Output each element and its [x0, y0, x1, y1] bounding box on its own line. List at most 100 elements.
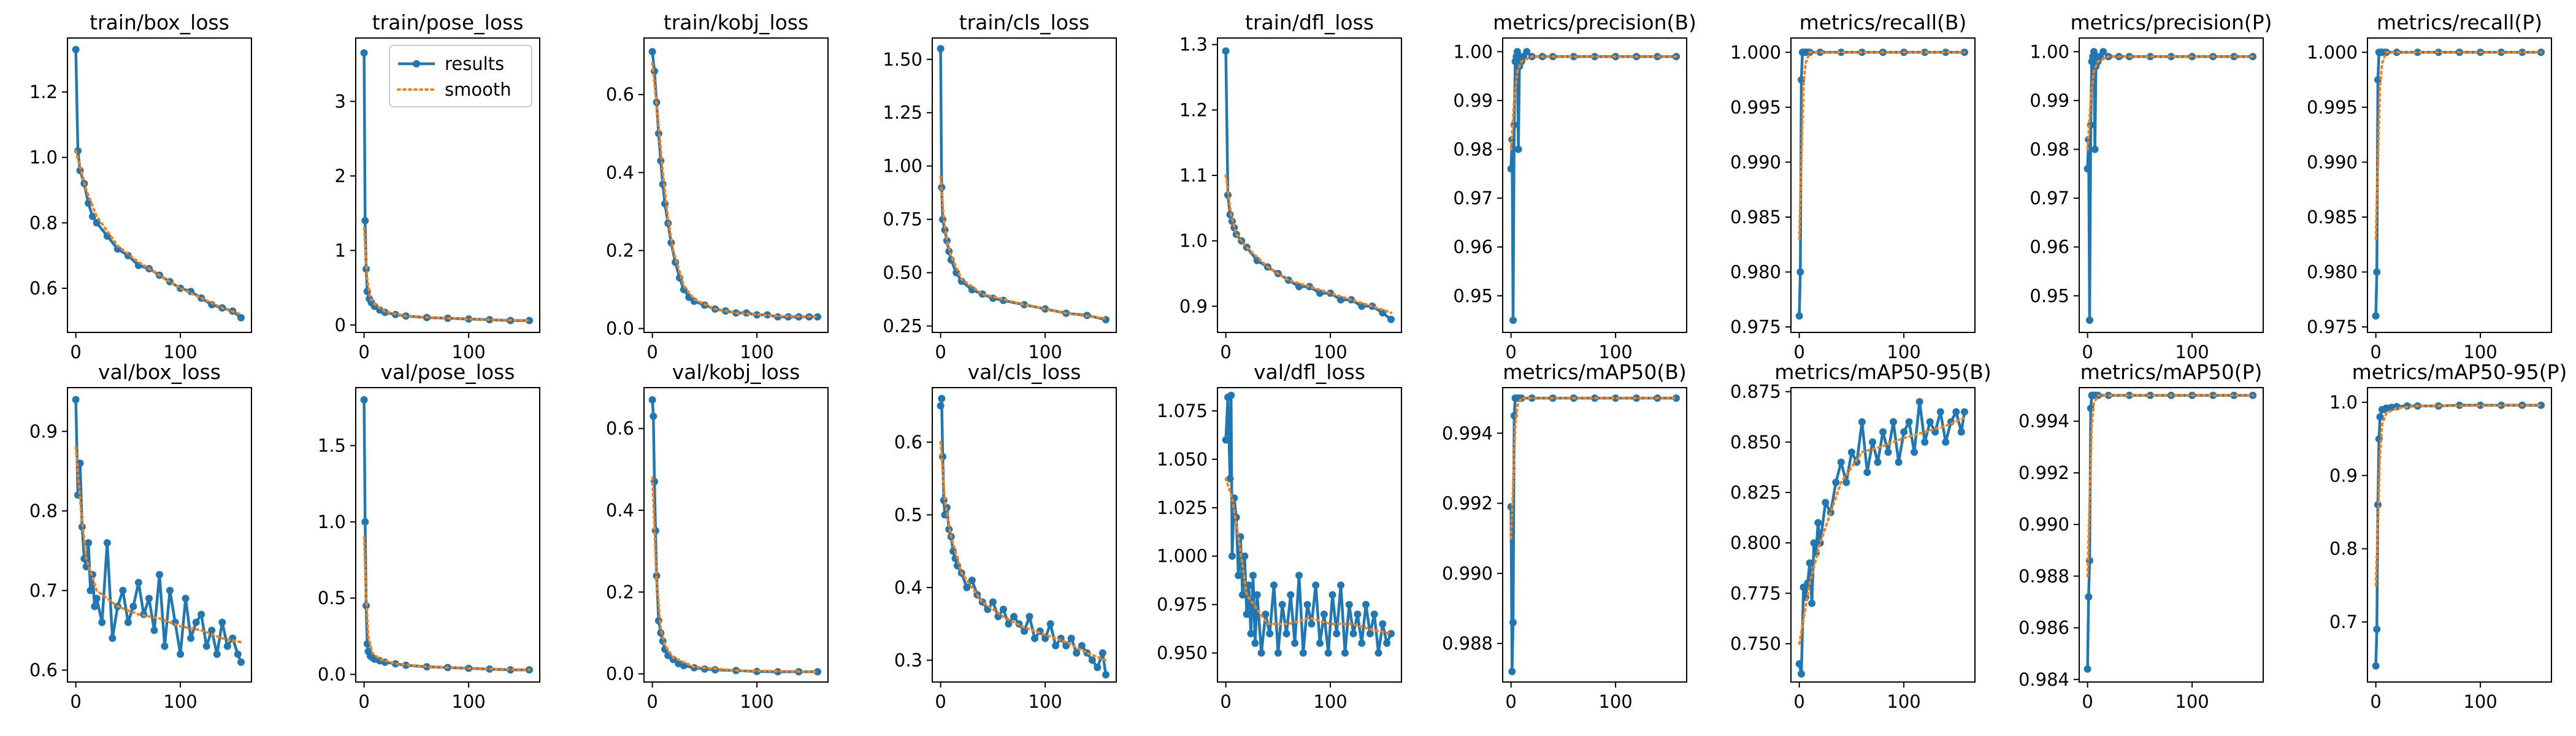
y-tick-label: 0.2 [606, 240, 634, 261]
results-point [943, 237, 951, 245]
x-tick-label: 0 [2082, 691, 2093, 712]
results-point [1673, 394, 1680, 402]
results-point [1961, 408, 1968, 416]
results-point [1942, 438, 1950, 446]
x-tick-label: 0 [2082, 342, 2093, 362]
results-point [1282, 630, 1290, 638]
results-point [2085, 593, 2093, 601]
subplot-title: metrics/precision(B) [1493, 10, 1696, 34]
axes-frame [355, 37, 540, 333]
y-tick-label: 0.985 [1730, 207, 1781, 228]
x-tick-label: 100 [2175, 691, 2209, 712]
axes-frame [1217, 37, 1402, 333]
y-tick-label: 0.994 [1442, 423, 1493, 443]
results-point [1810, 539, 1818, 547]
y-tick-label: 0.7 [2329, 611, 2358, 632]
y-tick-label: 0.985 [2307, 207, 2358, 228]
results-line [2086, 50, 2253, 322]
results-point [1374, 649, 1382, 657]
results-point [1514, 145, 1522, 153]
axes-frame [643, 387, 829, 683]
axes-frame [2367, 387, 2552, 683]
results-point [1102, 671, 1110, 679]
smooth-line [2374, 404, 2542, 587]
results-point [2125, 391, 2133, 399]
results-point [1228, 552, 1236, 560]
results-point [1222, 436, 1230, 444]
x-tick-label: 100 [1313, 342, 1347, 362]
y-tick-label: 1.2 [29, 82, 58, 102]
results-point [129, 602, 137, 610]
axes-frame [67, 37, 252, 333]
x-tick-label: 100 [1028, 342, 1062, 362]
subplot-6: metrics/recall(B) 0 100 0.975 0.980 0.985 0.99… [1730, 10, 1976, 362]
results-point [197, 610, 205, 618]
x-tick-label: 0 [70, 342, 81, 362]
subplot-10: val/pose_loss 0 100 0.0 0.5 1.0 1.5 [318, 360, 540, 712]
results-point [1508, 667, 1516, 675]
y-tick-label: 0.5 [318, 588, 346, 608]
results-line [1509, 50, 1676, 322]
y-tick-label: 0.6 [606, 418, 634, 439]
results-point [1316, 639, 1324, 647]
y-tick-label: 0.0 [606, 664, 634, 684]
y-tick-label: 0.8 [29, 212, 58, 233]
results-point [1362, 600, 1370, 608]
results-point [1257, 649, 1265, 657]
y-tick-label: 0.4 [894, 577, 922, 598]
x-tick-label: 100 [451, 342, 485, 362]
results-point [1383, 639, 1391, 647]
results-point [1863, 469, 1871, 477]
y-tick-label: 2 [335, 166, 346, 186]
results-point [1262, 610, 1270, 618]
results-point [145, 594, 153, 602]
axes-frame [67, 387, 252, 683]
legend-label-smooth: smooth [445, 79, 512, 100]
y-tick-label: 1 [335, 240, 346, 261]
results-point [213, 650, 221, 658]
results-point [968, 577, 976, 585]
results-point [1387, 315, 1395, 323]
results-point [1274, 649, 1282, 657]
y-tick-label: 0.875 [1730, 381, 1781, 402]
results-point [526, 316, 533, 324]
results-point [1073, 649, 1081, 657]
x-tick-label: 0 [935, 691, 946, 712]
results-point [2518, 48, 2526, 56]
results-point [2373, 268, 2381, 276]
y-tick-label: 0 [335, 315, 346, 335]
results-point [989, 598, 997, 606]
subplot-title: metrics/recall(B) [1800, 10, 1967, 34]
results-point [166, 586, 174, 594]
results-point [1795, 312, 1803, 320]
y-tick-label: 0.75 [883, 209, 922, 230]
results-line [2374, 404, 2541, 666]
results-point [1025, 613, 1033, 621]
results-point [150, 626, 158, 634]
results-point [1358, 639, 1366, 647]
subplot-7: metrics/precision(P) 0 100 0.95 0.96 0.97 0.98… [2030, 10, 2272, 362]
x-tick-label: 0 [2370, 342, 2381, 362]
x-tick-label: 0 [646, 691, 657, 712]
subplot-title: val/kobj_loss [672, 360, 800, 384]
results-point [1247, 630, 1255, 638]
x-tick-label: 100 [1598, 342, 1632, 362]
subplot-16: metrics/mAP50(P) 0 100 0.984 0.986 0.988 0.990… [2018, 360, 2264, 712]
y-tick-label: 0.992 [1442, 493, 1493, 514]
x-tick-label: 100 [740, 342, 773, 362]
results-line [1224, 394, 1393, 654]
results-line [1798, 400, 1966, 676]
y-tick-label: 1.000 [1730, 42, 1781, 63]
results-point [1266, 630, 1274, 638]
results-point [507, 666, 515, 674]
results-point [1900, 428, 1908, 436]
results-point [1278, 600, 1286, 608]
results-point [814, 313, 821, 321]
results-point [2086, 316, 2093, 324]
y-tick-label: 1.00 [2030, 41, 2069, 62]
results-point [1915, 398, 1923, 405]
y-tick-label: 0.25 [883, 316, 922, 337]
results-point [1222, 47, 1230, 55]
results-point [650, 412, 657, 420]
results-point [2085, 136, 2093, 144]
